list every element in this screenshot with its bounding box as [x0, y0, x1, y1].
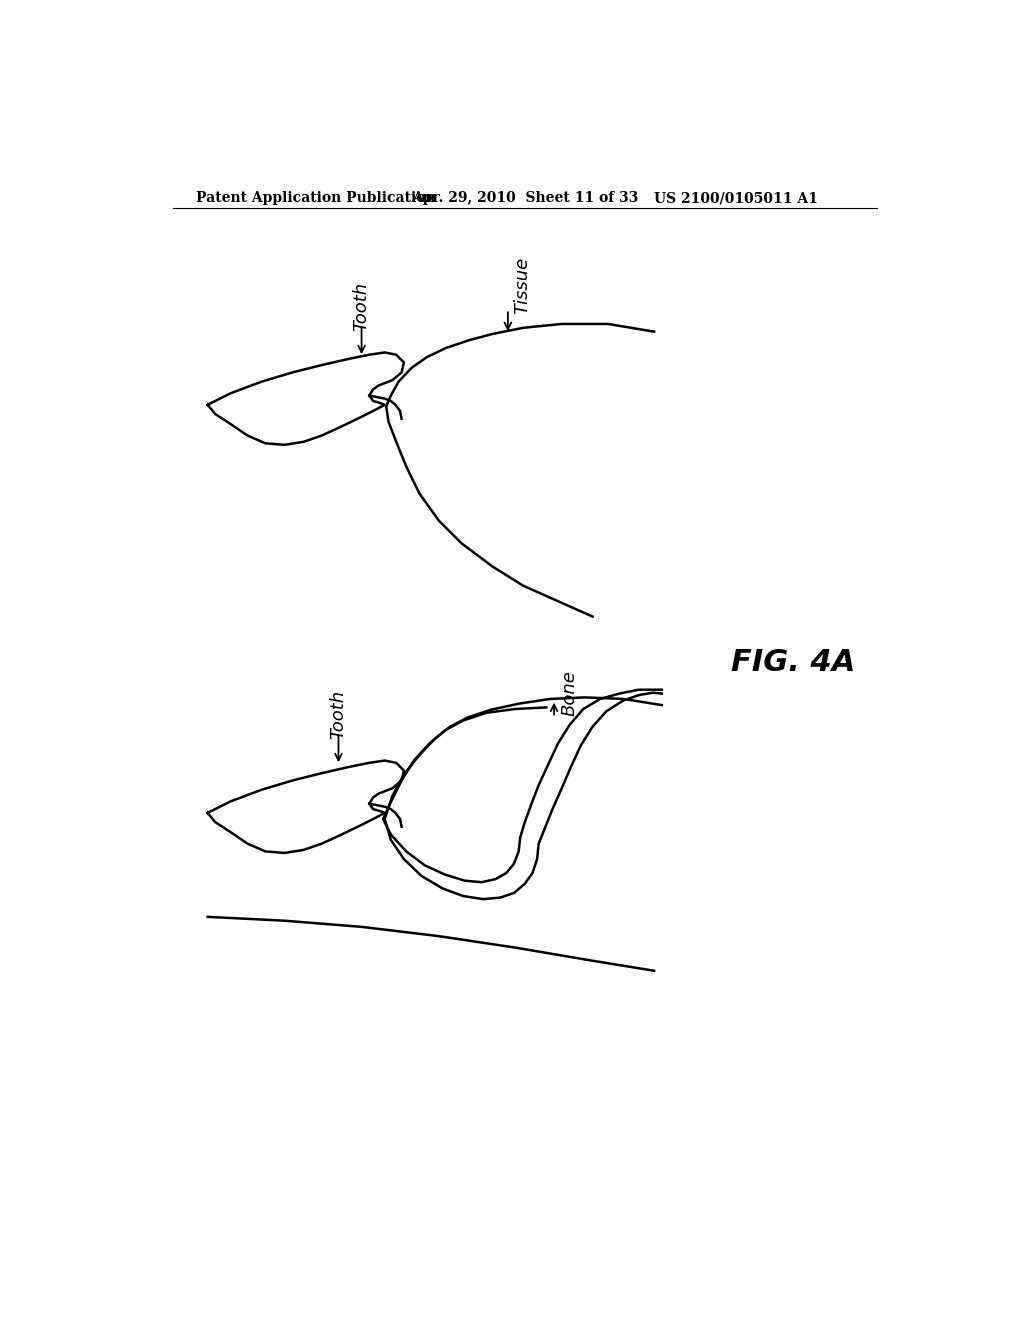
- Text: Tooth: Tooth: [352, 281, 371, 331]
- Text: Apr. 29, 2010  Sheet 11 of 33: Apr. 29, 2010 Sheet 11 of 33: [412, 191, 638, 206]
- Text: Tissue: Tissue: [513, 257, 530, 314]
- Text: Bone: Bone: [560, 671, 579, 717]
- Text: Tooth: Tooth: [330, 690, 347, 739]
- Text: US 2100/0105011 A1: US 2100/0105011 A1: [654, 191, 818, 206]
- Text: FIG. 4A: FIG. 4A: [730, 648, 855, 677]
- Text: Patent Application Publication: Patent Application Publication: [196, 191, 435, 206]
